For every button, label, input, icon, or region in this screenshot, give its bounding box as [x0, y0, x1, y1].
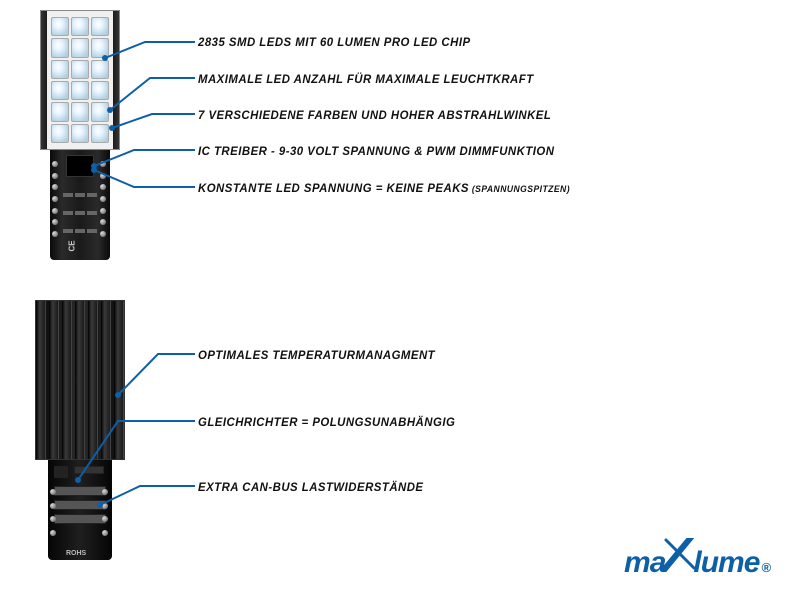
logo-part1: ma — [624, 546, 665, 580]
callout-label: EXTRA CAN-BUS LASTWIDERSTÄNDE — [198, 480, 424, 494]
callout-label: 7 VERSCHIEDENE FARBEN UND HOHER ABSTRAHL… — [198, 108, 551, 122]
logo-x-icon — [662, 538, 696, 572]
callout-label: 2835 SMD LEDS MIT 60 LUMEN PRO LED CHIP — [198, 35, 471, 49]
led-chip — [91, 17, 109, 36]
led-chip — [71, 81, 89, 100]
logo-part2: lume — [693, 546, 759, 580]
led-chip — [91, 38, 109, 57]
led-chip — [71, 124, 89, 143]
pcb-vias-right — [102, 485, 110, 540]
brand-logo: ma lume ® — [624, 538, 770, 580]
pcb-top: CE — [50, 150, 110, 260]
led-module-front: CE — [40, 10, 120, 260]
pcb-vias-left — [50, 485, 58, 540]
pcb-vias-left — [52, 158, 60, 240]
led-chip — [71, 17, 89, 36]
led-chip — [51, 17, 69, 36]
ic-chip — [66, 155, 94, 177]
pcb-bottom: ROHS — [48, 460, 112, 560]
callout-label: MAXIMALE LED ANZAHL FÜR MAXIMALE LEUCHTK… — [198, 72, 534, 86]
led-grid — [51, 17, 109, 143]
led-chip — [51, 38, 69, 57]
ce-mark: CE — [68, 240, 77, 251]
led-chip — [91, 124, 109, 143]
callout-label: KONSTANTE LED SPANNUNG = KEINE PEAKS (SP… — [198, 181, 570, 195]
led-chip — [71, 38, 89, 57]
led-chip — [51, 81, 69, 100]
led-chip — [91, 81, 109, 100]
pcb-vias-right — [100, 158, 108, 240]
led-chip — [51, 124, 69, 143]
led-chip — [71, 102, 89, 121]
led-chip — [71, 60, 89, 79]
callout-label: OPTIMALES TEMPERATURMANAGMENT — [198, 348, 435, 362]
led-module-back: ROHS — [35, 300, 125, 560]
rohs-mark: ROHS — [66, 550, 86, 557]
heatsink — [35, 300, 125, 460]
led-head — [40, 10, 120, 150]
logo-registered: ® — [761, 560, 770, 575]
callout-label: IC TREIBER - 9-30 VOLT SPANNUNG & PWM DI… — [198, 144, 554, 158]
led-chip — [91, 60, 109, 79]
callout-label: GLEICHRICHTER = POLUNGSUNABHÄNGIG — [198, 415, 455, 429]
led-chip — [91, 102, 109, 121]
led-chip — [51, 60, 69, 79]
smd-components — [62, 185, 98, 239]
led-chip — [51, 102, 69, 121]
